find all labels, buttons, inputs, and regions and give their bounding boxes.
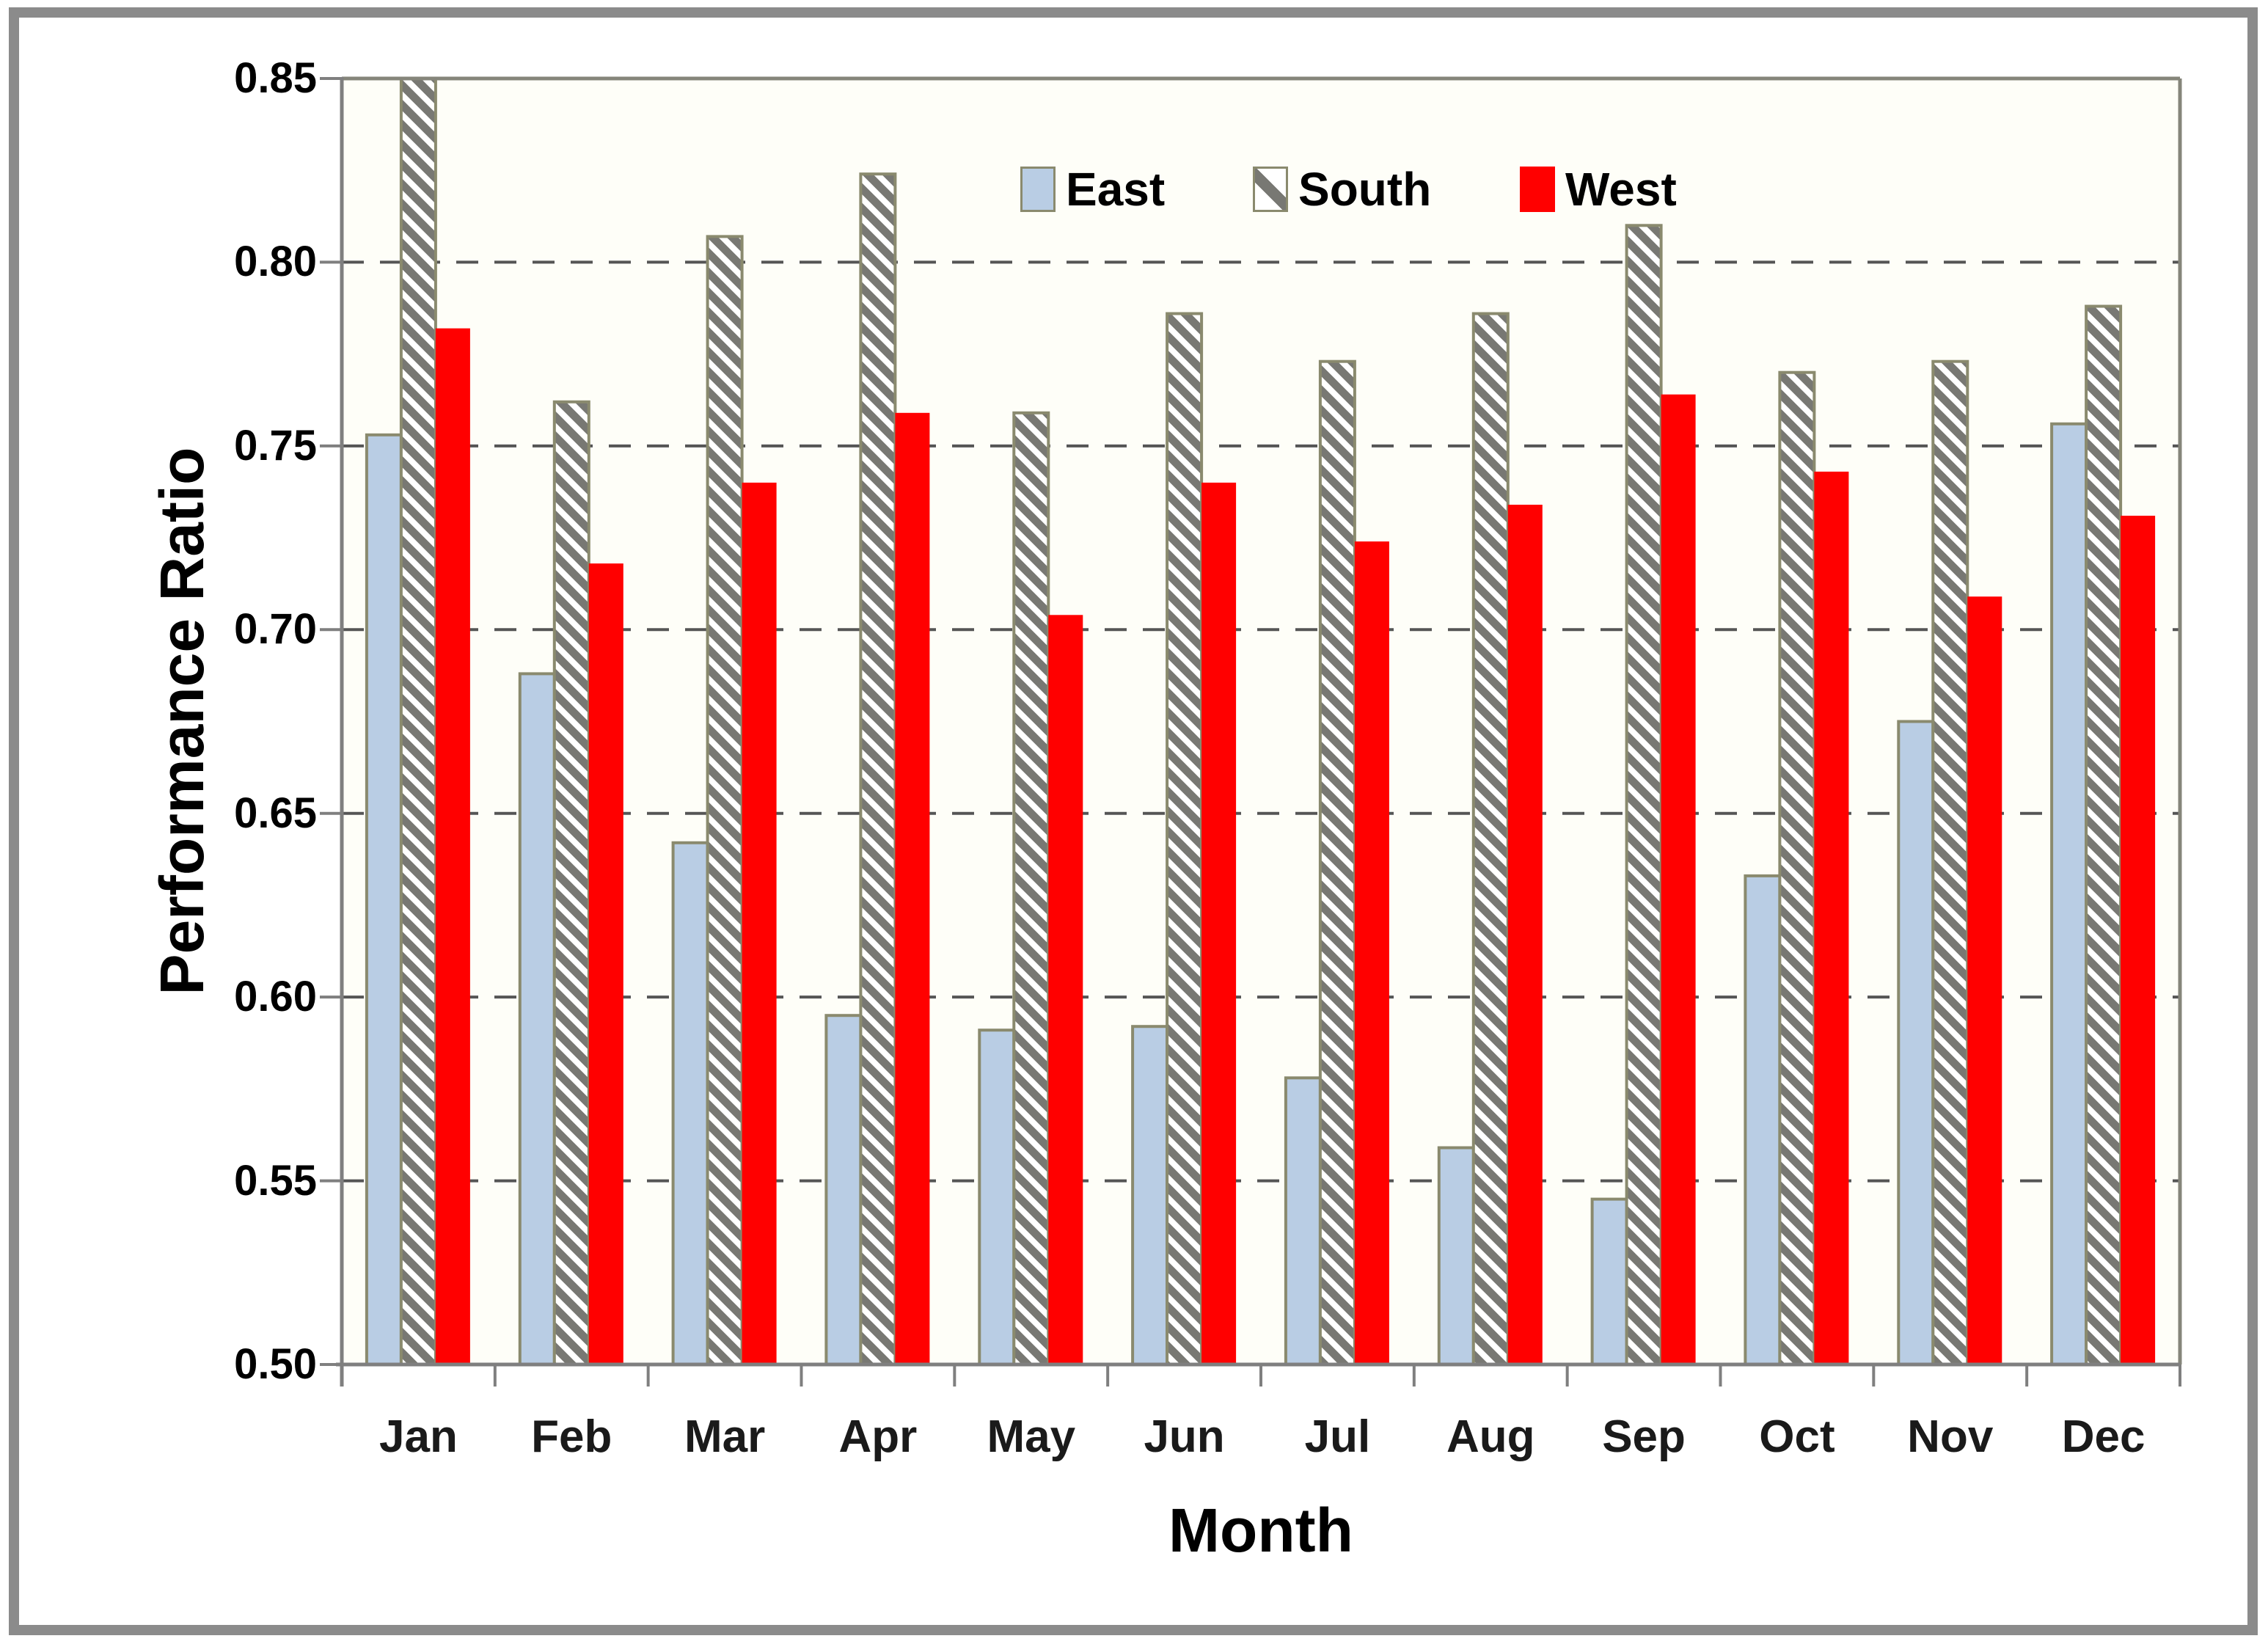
bar-east-jun <box>1131 1025 1169 1366</box>
x-tick-label-aug: Aug <box>1446 1411 1535 1462</box>
bar-west-apr <box>895 412 930 1364</box>
x-tick-label-oct: Oct <box>1759 1411 1835 1462</box>
bar-east-jul <box>1284 1076 1322 1367</box>
x-tick-label-apr: Apr <box>838 1411 918 1462</box>
bar-south-jan <box>399 77 437 1366</box>
bar-south-jul <box>1318 359 1356 1367</box>
bar-south-mar <box>706 235 744 1366</box>
bar-east-may <box>978 1029 1016 1366</box>
x-tick-label-jan: Jan <box>378 1411 458 1462</box>
bar-east-mar <box>671 841 709 1367</box>
bar-south-dec <box>2085 304 2123 1366</box>
bar-south-sep <box>1625 224 1663 1366</box>
x-tick-label-jul: Jul <box>1304 1411 1371 1462</box>
bar-west-oct <box>1814 471 1849 1364</box>
x-tick-label-mar: Mar <box>684 1411 766 1462</box>
x-tick-label-may: May <box>987 1411 1076 1462</box>
y-tick-label: 0.85 <box>234 54 317 102</box>
y-tick-label: 0.70 <box>234 605 317 654</box>
bar-east-oct <box>1744 874 1782 1366</box>
y-tick-label: 0.75 <box>234 421 317 470</box>
bar-west-mar <box>742 482 777 1364</box>
x-tick-label-jun: Jun <box>1144 1411 1225 1462</box>
y-axis-title: Performance Ratio <box>147 447 216 995</box>
bar-east-aug <box>1437 1146 1475 1366</box>
bar-south-may <box>1012 411 1050 1366</box>
bar-south-nov <box>1931 359 1969 1367</box>
bar-west-dec <box>2121 516 2156 1364</box>
bar-east-jan <box>365 433 403 1366</box>
plot-area <box>342 78 2180 1364</box>
bar-east-apr <box>824 1014 863 1366</box>
bar-east-dec <box>2050 422 2088 1366</box>
bar-south-aug <box>1471 312 1510 1366</box>
y-tick-label: 0.50 <box>234 1340 317 1388</box>
x-tick-label-dec: Dec <box>2061 1411 2146 1462</box>
y-tick-label: 0.55 <box>234 1156 317 1205</box>
bar-west-jul <box>1354 541 1389 1364</box>
bar-south-jun <box>1166 312 1204 1366</box>
bar-west-sep <box>1661 394 1696 1365</box>
bar-south-oct <box>1778 370 1816 1367</box>
bar-south-feb <box>552 400 590 1366</box>
x-tick-label-nov: Nov <box>1907 1411 1994 1462</box>
bar-west-feb <box>588 563 623 1364</box>
y-tick-label: 0.60 <box>234 973 317 1021</box>
bar-west-may <box>1048 615 1083 1364</box>
x-axis-title: Month <box>1168 1496 1353 1565</box>
bar-west-nov <box>1967 596 2002 1365</box>
bar-east-sep <box>1590 1197 1628 1366</box>
y-tick-label: 0.65 <box>234 789 317 837</box>
x-tick-label-sep: Sep <box>1602 1411 1686 1462</box>
bar-west-jan <box>435 328 470 1365</box>
bar-east-feb <box>518 672 556 1366</box>
bar-west-aug <box>1507 505 1543 1364</box>
bar-east-nov <box>1897 720 1935 1366</box>
bar-south-apr <box>859 172 897 1367</box>
bar-west-jun <box>1201 482 1237 1364</box>
y-tick-label: 0.80 <box>234 238 317 286</box>
x-tick-label-feb: Feb <box>531 1411 612 1462</box>
